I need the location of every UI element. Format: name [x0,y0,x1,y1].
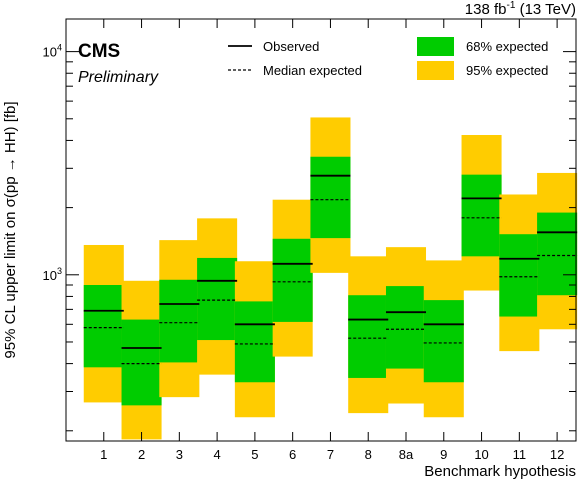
legend-band95-swatch [417,61,454,80]
band68-12 [537,212,578,296]
band68-7 [310,156,351,239]
x-tick-label-7: 7 [327,447,334,462]
band68-6 [272,238,313,322]
luminosity-label: 138 fb-1 (13 TeV) [465,0,576,18]
legend-band95-label: 95% expected [466,63,548,78]
y-axis-label: 95% CL upper limit on σ(pp → HH) [fb] [2,101,19,358]
status-label: Preliminary [78,69,159,86]
band68-5 [234,301,275,383]
x-tick-label-4: 4 [213,447,220,462]
legend-median-label: Median expected [263,63,362,78]
x-tick-label-3: 3 [176,447,183,462]
x-tick-label-10: 10 [474,447,488,462]
band68-1 [83,285,124,368]
x-tick-label-1: 1 [100,447,107,462]
x-tick-label-2: 2 [138,447,145,462]
x-tick-label-9: 9 [440,447,447,462]
band68-11 [499,234,540,317]
band68-4 [197,257,238,341]
plot-frame [65,18,577,442]
legend-observed-label: Observed [263,39,319,54]
x-tick-label-5: 5 [251,447,258,462]
band68-2 [121,319,162,406]
x-tick-label-8a: 8a [399,447,414,462]
x-tick-label-8: 8 [365,447,372,462]
y-tick-label: 104 [43,43,62,60]
x-tick-label-12: 12 [550,447,564,462]
band68-8 [348,295,389,378]
band68-10 [461,174,502,257]
line-layer [83,174,578,365]
band68-8a [385,286,427,369]
legend-band68-swatch [417,37,454,56]
legend-band68-label: 68% expected [466,39,548,54]
x-tick-label-6: 6 [289,447,296,462]
band68-3 [159,279,200,363]
x-axis-label: Benchmark hypothesis [424,463,576,480]
experiment-label: CMS [78,41,120,62]
x-tick-label-11: 11 [513,447,527,462]
legend: Observed Median expected 68% expected 95… [228,37,548,80]
band68-9 [423,300,464,383]
y-tick-label: 103 [43,266,62,283]
band-layer [83,117,578,440]
